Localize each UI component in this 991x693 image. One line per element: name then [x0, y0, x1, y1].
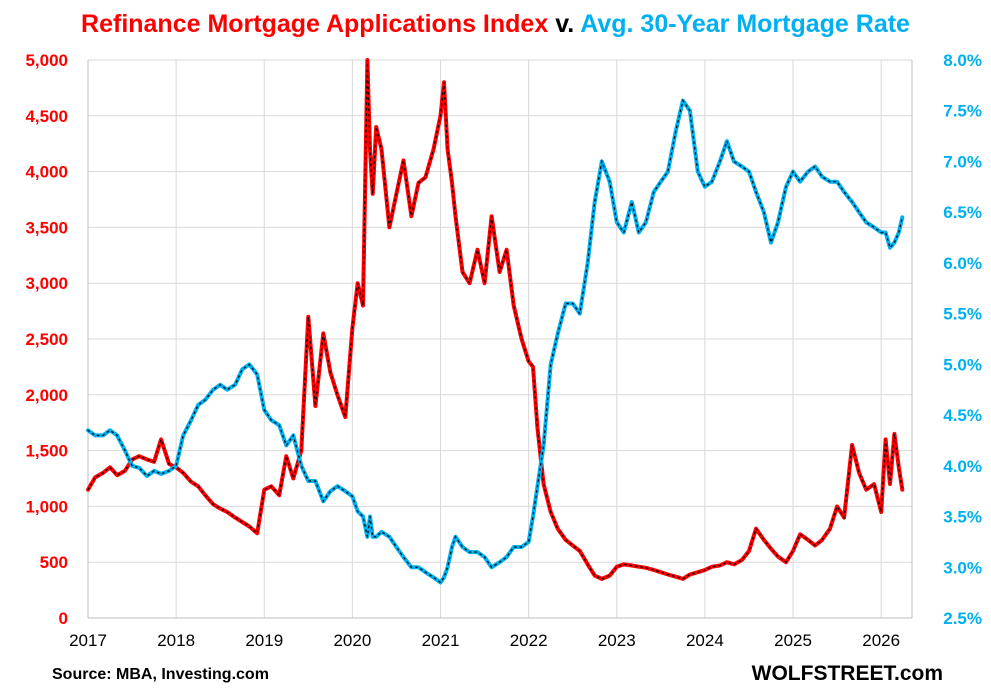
left-tick-label: 4,500	[25, 107, 68, 126]
series-dots-refinance-index	[87, 59, 903, 580]
source-note: Source: MBA, Investing.com	[52, 666, 269, 683]
series-line-mortgage-rate	[86, 98, 905, 585]
title-refinance-index: Refinance Mortgage Applications Index	[81, 10, 549, 38]
right-tick-label: 2.5%	[943, 609, 982, 628]
left-tick-label: 3,500	[25, 218, 68, 237]
left-tick-label: 2,000	[25, 386, 68, 405]
title-versus: v.	[555, 10, 575, 38]
left-tick-label: 5,000	[25, 51, 68, 70]
left-tick-label: 3,000	[25, 274, 68, 293]
title-mortgage-rate: Avg. 30-Year Mortgage Rate	[580, 10, 910, 38]
left-axis: 0 500 1,000 1,500 2,000 2,500 3,000 3,500 4,000 4…	[25, 51, 68, 628]
right-tick-label: 7.5%	[943, 102, 982, 121]
right-tick-label: 3.0%	[943, 558, 982, 577]
x-tick-label: 2025	[774, 631, 812, 650]
right-tick-label: 4.0%	[943, 457, 982, 476]
grid-lines	[87, 59, 913, 619]
left-tick-label: 500	[40, 553, 68, 572]
right-tick-label: 6.5%	[943, 203, 982, 222]
x-tick-label: 2019	[245, 631, 283, 650]
left-tick-label: 1,500	[25, 442, 68, 461]
series-layer	[86, 58, 905, 585]
left-tick-label: 0	[59, 609, 68, 628]
right-tick-label: 5.5%	[943, 305, 982, 324]
right-tick-label: 5.0%	[943, 355, 982, 374]
right-tick-label: 3.5%	[943, 508, 982, 527]
left-tick-label: 4,000	[25, 163, 68, 182]
x-tick-label: 2022	[510, 631, 548, 650]
x-tick-label: 2017	[69, 631, 107, 650]
x-tick-label: 2023	[598, 631, 636, 650]
x-tick-label: 2021	[422, 631, 460, 650]
right-tick-label: 7.0%	[943, 152, 982, 171]
right-tick-label: 4.5%	[943, 406, 982, 425]
chart-title: Refinance Mortgage Applications Index v.…	[0, 10, 991, 39]
right-tick-label: 6.0%	[943, 254, 982, 273]
x-tick-label: 2024	[686, 631, 724, 650]
x-axis: 2017 2018 2019 2020 2021 2022 2023 2024 2025 2026	[69, 631, 900, 650]
x-tick-label: 2020	[333, 631, 371, 650]
right-axis: 2.5% 3.0% 3.5% 4.0% 4.5% 5.0% 5.5% 6.0% 6.5% 7.0%…	[943, 51, 982, 628]
right-tick-label: 8.0%	[943, 51, 982, 70]
x-tick-label: 2026	[862, 631, 900, 650]
left-tick-label: 2,500	[25, 330, 68, 349]
left-tick-label: 1,000	[25, 497, 68, 516]
series-dots-mortgage-rate	[87, 98, 903, 584]
brand-logo-text: WOLFSTREET.com	[751, 662, 943, 685]
x-tick-label: 2018	[157, 631, 195, 650]
